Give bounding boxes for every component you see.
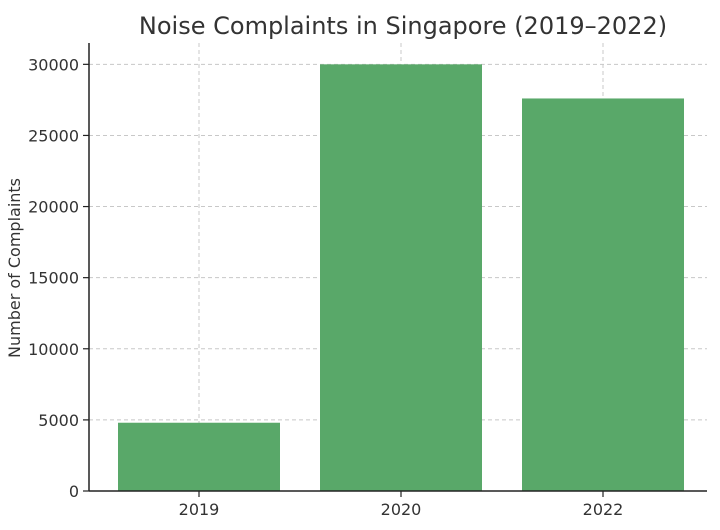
x-tick-label: 2019 (179, 500, 220, 519)
y-tick-label: 15000 (28, 269, 79, 288)
bar-2019 (118, 422, 280, 491)
y-tick-label: 30000 (28, 55, 79, 74)
x-tick-label: 2020 (381, 500, 422, 519)
tick-layer: 0 5000 10000 15000 20000 25000 30000 2019 2020 20… (28, 55, 623, 519)
y-axis-label: Number of Complaints (5, 178, 24, 358)
y-tick-label: 20000 (28, 198, 79, 217)
bar-2022 (522, 98, 684, 491)
y-tick-label: 10000 (28, 340, 79, 359)
y-tick-label: 5000 (38, 411, 79, 430)
x-tick-label: 2022 (583, 500, 624, 519)
y-tick-label: 25000 (28, 126, 79, 145)
y-tick-label: 0 (69, 482, 79, 501)
axis-layer (88, 43, 707, 492)
bar-2020 (320, 64, 482, 491)
bar-layer (118, 64, 684, 491)
chart-title: Noise Complaints in Singapore (2019–2022… (139, 12, 667, 40)
